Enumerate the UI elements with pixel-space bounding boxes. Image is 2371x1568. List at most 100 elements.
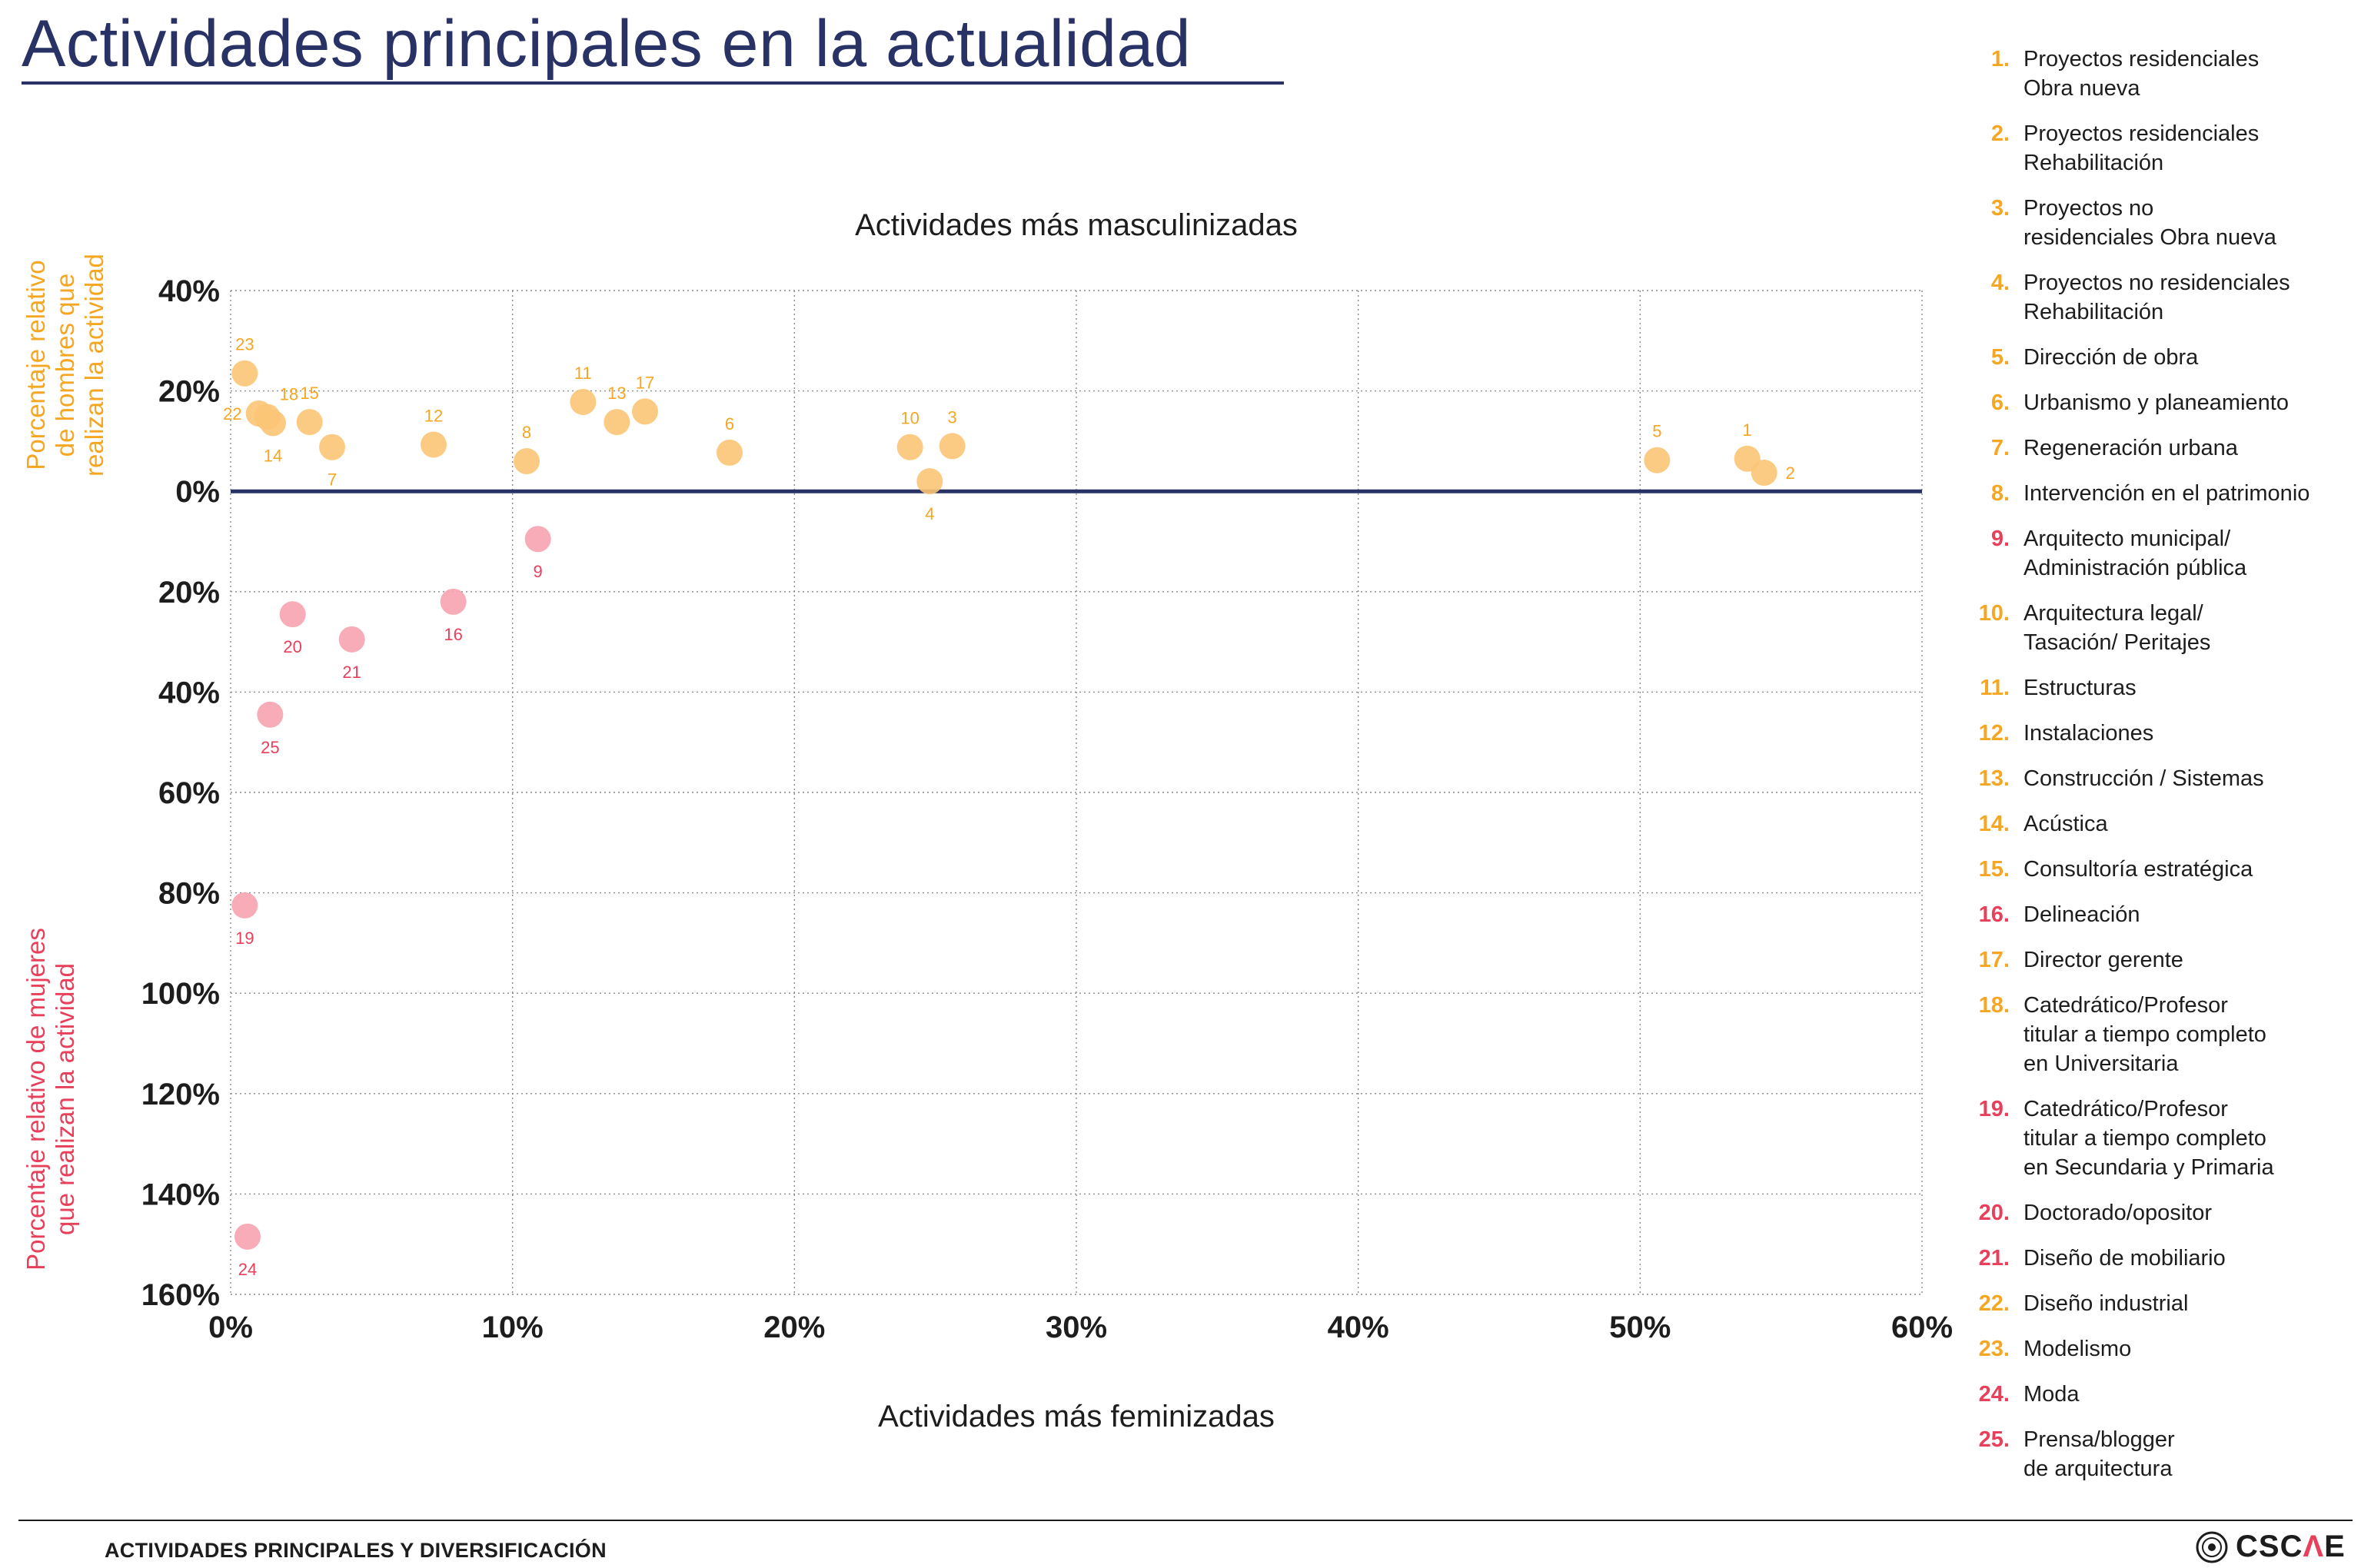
legend-item: 7. Regeneración urbana — [1968, 434, 2368, 463]
point-label: 3 — [948, 407, 957, 427]
point-label: 25 — [261, 738, 279, 757]
legend-item-label: Diseño de mobiliario — [2023, 1246, 2226, 1271]
point-label: 13 — [607, 384, 626, 403]
legend-item-number: 19. — [1978, 1097, 2010, 1121]
page-title: Actividades principales en la actualidad — [22, 7, 1192, 81]
x-axis-label: Actividades más feminizadas — [878, 1400, 1275, 1433]
y-tick-label: 60% — [158, 776, 220, 810]
point-19 — [231, 892, 258, 919]
legend-item: 19. Catedrático/Profesor titular a tiempo… — [1968, 1095, 2368, 1182]
legend-item-number: 13. — [1978, 766, 2010, 791]
point-5 — [1644, 447, 1671, 473]
point-label: 6 — [725, 414, 734, 434]
legend-item-label: Catedrático/Profesor titular a tiempo co… — [2023, 1097, 2274, 1180]
legend-item: 23. Modelismo — [1968, 1334, 2368, 1364]
point-label: 15 — [300, 384, 318, 403]
legend-item-number: 14. — [1978, 812, 2010, 836]
legend-item-label: Acústica — [2023, 812, 2108, 836]
legend-item-label: Arquitecto municipal/ Administración púb… — [2023, 527, 2247, 580]
point-label: 14 — [264, 446, 282, 465]
point-7 — [319, 434, 345, 460]
x-tick-label: 20% — [763, 1311, 825, 1344]
point-label: 21 — [342, 663, 361, 682]
legend-item-number: 22. — [1978, 1291, 2010, 1316]
legend-item-number: 6. — [1990, 390, 2010, 415]
legend-item-label: Delineación — [2023, 902, 2140, 927]
legend-item-number: 5. — [1990, 345, 2010, 370]
point-label: 19 — [235, 929, 254, 948]
legend-item: 4. Proyectos no residenciales Rehabilitac… — [1968, 268, 2368, 327]
point-23 — [231, 360, 258, 387]
point-12 — [421, 431, 447, 458]
legend-item-label: Doctorado/opositor — [2023, 1201, 2213, 1225]
legend-item-label: Proyectos residenciales Obra nueva — [2023, 47, 2260, 101]
legend-item: 25. Prensa/blogger de arquitectura — [1968, 1425, 2368, 1483]
point-label: 10 — [900, 409, 919, 428]
legend-item: 13. Construcción / Sistemas — [1968, 764, 2368, 793]
x-tick-label: 50% — [1609, 1311, 1671, 1344]
point-label: 18 — [280, 385, 298, 404]
legend-item: 3. Proyectos no residenciales Obra nueva — [1968, 194, 2368, 252]
point-22 — [245, 400, 272, 427]
point-25 — [257, 701, 284, 728]
point-17 — [632, 398, 658, 425]
point-label: 20 — [283, 637, 301, 656]
legend-item-label: Dirección de obra — [2023, 345, 2199, 370]
point-label: 16 — [444, 625, 462, 644]
point-label: 1 — [1743, 420, 1752, 440]
legend-item-label: Prensa/blogger de arquitectura — [2023, 1427, 2175, 1481]
legend-item: 2. Proyectos residenciales Rehabilitación — [1968, 119, 2368, 178]
legend-item: 5. Dirección de obra — [1968, 343, 2368, 372]
x-tick-label: 10% — [482, 1311, 544, 1344]
legend-item-number: 8. — [1990, 481, 2010, 506]
legend-item: 9. Arquitecto municipal/ Administración p… — [1968, 524, 2368, 583]
legend-item-number: 7. — [1990, 436, 2010, 460]
point-label: 8 — [522, 423, 531, 442]
title-underline — [22, 81, 1284, 85]
logo-wordmark: CSCΛE — [2236, 1530, 2346, 1563]
point-13 — [604, 409, 630, 436]
legend-item: 16. Delineación — [1968, 900, 2368, 929]
legend-item: 6. Urbanismo y planeamiento — [1968, 388, 2368, 417]
point-21 — [338, 626, 365, 653]
legend-item: 11. Estructuras — [1968, 673, 2368, 703]
legend-item: 1. Proyectos residenciales Obra nueva — [1968, 45, 2368, 103]
legend-item: 17. Director gerente — [1968, 945, 2368, 975]
y-axis-label-male: Porcentaje relativode hombres querealiza… — [22, 254, 108, 477]
point-8 — [514, 448, 540, 475]
legend-item-label: Proyectos no residenciales Obra nueva — [2023, 196, 2276, 250]
legend-item-label: Catedrático/Profesor titular a tiempo co… — [2023, 993, 2266, 1076]
legend-item-label: Arquitectura legal/ Tasación/ Peritajes — [2023, 601, 2211, 655]
point-3 — [939, 433, 966, 460]
x-tick-label: 0% — [208, 1311, 253, 1344]
legend-item-label: Consultoría estratégica — [2023, 857, 2253, 882]
point-24 — [234, 1223, 261, 1250]
footer-section-label: ACTIVIDADES PRINCIPALES Y DIVERSIFICACIÓ… — [105, 1539, 607, 1562]
legend-item-number: 1. — [1990, 47, 2010, 71]
legend-item-number: 21. — [1978, 1246, 2010, 1271]
point-label: 24 — [238, 1260, 257, 1279]
point-label: 7 — [328, 470, 337, 490]
point-2 — [1751, 460, 1777, 487]
point-4 — [916, 468, 943, 495]
footer-divider — [18, 1520, 2353, 1521]
y-tick-label: 120% — [141, 1078, 220, 1111]
legend-item-label: Construcción / Sistemas — [2023, 766, 2264, 791]
point-label: 22 — [223, 404, 241, 424]
seal-icon — [2196, 1531, 2228, 1563]
x-tick-label: 40% — [1328, 1311, 1389, 1344]
legend-item-label: Proyectos residenciales Rehabilitación — [2023, 121, 2260, 175]
legend-item-number: 18. — [1978, 993, 2010, 1018]
legend-item-label: Intervención en el patrimonio — [2023, 481, 2310, 506]
legend-item: 18. Catedrático/Profesor titular a tiempo… — [1968, 991, 2368, 1078]
legend-item-number: 9. — [1990, 527, 2010, 551]
point-label: 12 — [424, 406, 443, 425]
legend-item-label: Instalaciones — [2023, 721, 2154, 746]
y-axis-label-female: Porcentaje relativo de mujeresque realiz… — [22, 928, 79, 1271]
point-label: 11 — [574, 364, 592, 383]
y-tick-label: 0% — [175, 475, 220, 509]
point-11 — [570, 388, 597, 415]
y-tick-label: 100% — [141, 977, 220, 1011]
legend-item-number: 25. — [1978, 1427, 2010, 1452]
y-tick-label: 20% — [158, 576, 220, 610]
